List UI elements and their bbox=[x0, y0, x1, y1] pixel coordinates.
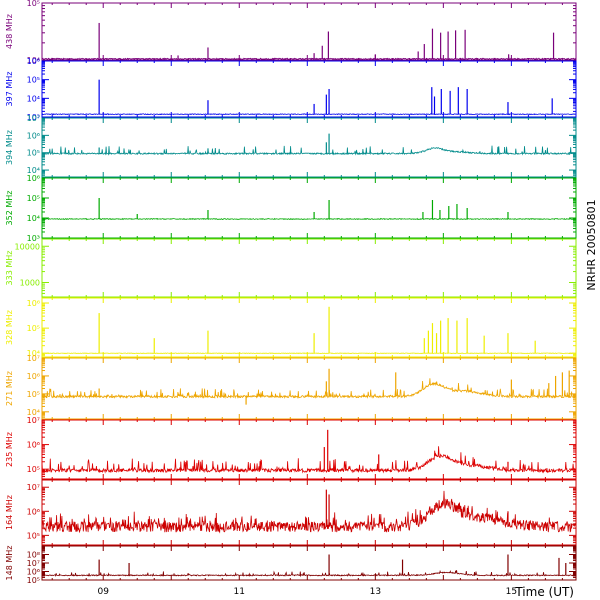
y-tick-label-394-mhz: 10⁷ bbox=[27, 114, 40, 123]
y-tick-label-328-mhz: 10⁶ bbox=[27, 299, 40, 308]
y-tick-label-148-mhz: 10⁶ bbox=[27, 568, 40, 577]
y-tick-label-397-mhz: 10⁶ bbox=[27, 57, 40, 66]
panel-label-438-mhz: 438 MHz bbox=[5, 14, 14, 49]
panel-frame-352-mhz bbox=[41, 177, 577, 239]
series-line-438-mhz bbox=[41, 57, 577, 61]
y-tick-label-328-mhz: 10⁴ bbox=[27, 349, 40, 358]
y-tick-label-438-mhz: 10⁴ bbox=[27, 56, 40, 65]
y-tick-label-271-mhz: 10⁵ bbox=[27, 390, 40, 399]
y-tick-label-352-mhz: 10⁴ bbox=[27, 214, 40, 223]
series-line-352-mhz bbox=[41, 217, 577, 221]
x-tick-label: 13 bbox=[370, 587, 381, 597]
y-tick-label-271-mhz: 10⁷ bbox=[27, 354, 40, 363]
y-tick-label-352-mhz: 10⁶ bbox=[27, 174, 40, 183]
y-tick-label-438-mhz: 10⁵ bbox=[27, 0, 40, 8]
y-tick-label-148-mhz: 10⁵ bbox=[27, 576, 40, 585]
y-tick-label-394-mhz: 10⁴ bbox=[27, 166, 40, 175]
panel-label-394-mhz: 394 MHz bbox=[5, 130, 14, 165]
y-tick-label-328-mhz: 10⁵ bbox=[27, 324, 40, 333]
y-tick-label-148-mhz: 10⁷ bbox=[27, 559, 40, 568]
panel-frame-438-mhz bbox=[41, 2, 577, 61]
y-tick-label-271-mhz: 10⁶ bbox=[27, 372, 40, 381]
series-line-164-mhz bbox=[41, 490, 577, 534]
x-tick-label: 15 bbox=[506, 587, 517, 597]
y-tick-label-333-mhz: 1000 bbox=[20, 279, 40, 288]
x-tick-label: 11 bbox=[234, 587, 245, 597]
x-axis-label: Time (UT) bbox=[514, 585, 574, 599]
y-tick-label-235-mhz: 10⁵ bbox=[27, 465, 40, 474]
panel-frame-235-mhz bbox=[41, 419, 577, 480]
y-tick-label-397-mhz: 10⁴ bbox=[27, 94, 40, 103]
y-tick-label-235-mhz: 10⁷ bbox=[27, 416, 40, 425]
y-tick-label-397-mhz: 10⁵ bbox=[27, 76, 40, 85]
panel-label-164-mhz: 164 MHz bbox=[5, 495, 14, 530]
panel-frame-397-mhz bbox=[41, 60, 577, 118]
panel-label-333-mhz: 333 MHz bbox=[5, 251, 14, 286]
y-tick-label-394-mhz: 10⁶ bbox=[27, 131, 40, 140]
panel-label-397-mhz: 397 MHz bbox=[5, 72, 14, 107]
series-line-148-mhz bbox=[41, 569, 576, 578]
panel-frame-333-mhz bbox=[41, 238, 577, 298]
panel-frame-394-mhz bbox=[41, 117, 577, 178]
side-label: NRHR 20050801 bbox=[585, 199, 598, 290]
series-line-328-mhz bbox=[41, 352, 577, 355]
panel-label-328-mhz: 328 MHz bbox=[5, 310, 14, 345]
y-tick-label-235-mhz: 10⁶ bbox=[27, 441, 40, 450]
y-tick-label-164-mhz: 10⁶ bbox=[27, 507, 40, 516]
y-tick-label-352-mhz: 10⁵ bbox=[27, 194, 40, 203]
panel-label-235-mhz: 235 MHz bbox=[5, 432, 14, 467]
panel-label-271-mhz: 271 MHz bbox=[5, 371, 14, 406]
panel-frame-328-mhz bbox=[41, 297, 577, 358]
series-line-271-mhz bbox=[41, 378, 577, 400]
y-tick-label-352-mhz: 10³ bbox=[27, 234, 40, 243]
x-tick-label: 09 bbox=[97, 587, 109, 597]
y-tick-label-394-mhz: 10⁵ bbox=[27, 149, 40, 158]
y-tick-label-164-mhz: 10⁵ bbox=[27, 531, 40, 540]
series-line-394-mhz bbox=[41, 145, 577, 156]
y-tick-label-164-mhz: 10⁷ bbox=[27, 483, 40, 492]
panel-label-352-mhz: 352 MHz bbox=[5, 191, 14, 226]
series-line-397-mhz bbox=[41, 113, 577, 116]
y-tick-label-333-mhz: 10000 bbox=[15, 242, 40, 251]
y-tick-label-148-mhz: 10⁸ bbox=[27, 551, 40, 560]
panel-frame-271-mhz bbox=[41, 357, 577, 420]
y-tick-label-397-mhz: 10³ bbox=[27, 113, 40, 122]
y-tick-label-271-mhz: 10⁴ bbox=[27, 408, 40, 417]
panel-label-148-mhz: 148 MHz bbox=[5, 546, 14, 581]
series-line-235-mhz bbox=[41, 446, 577, 474]
